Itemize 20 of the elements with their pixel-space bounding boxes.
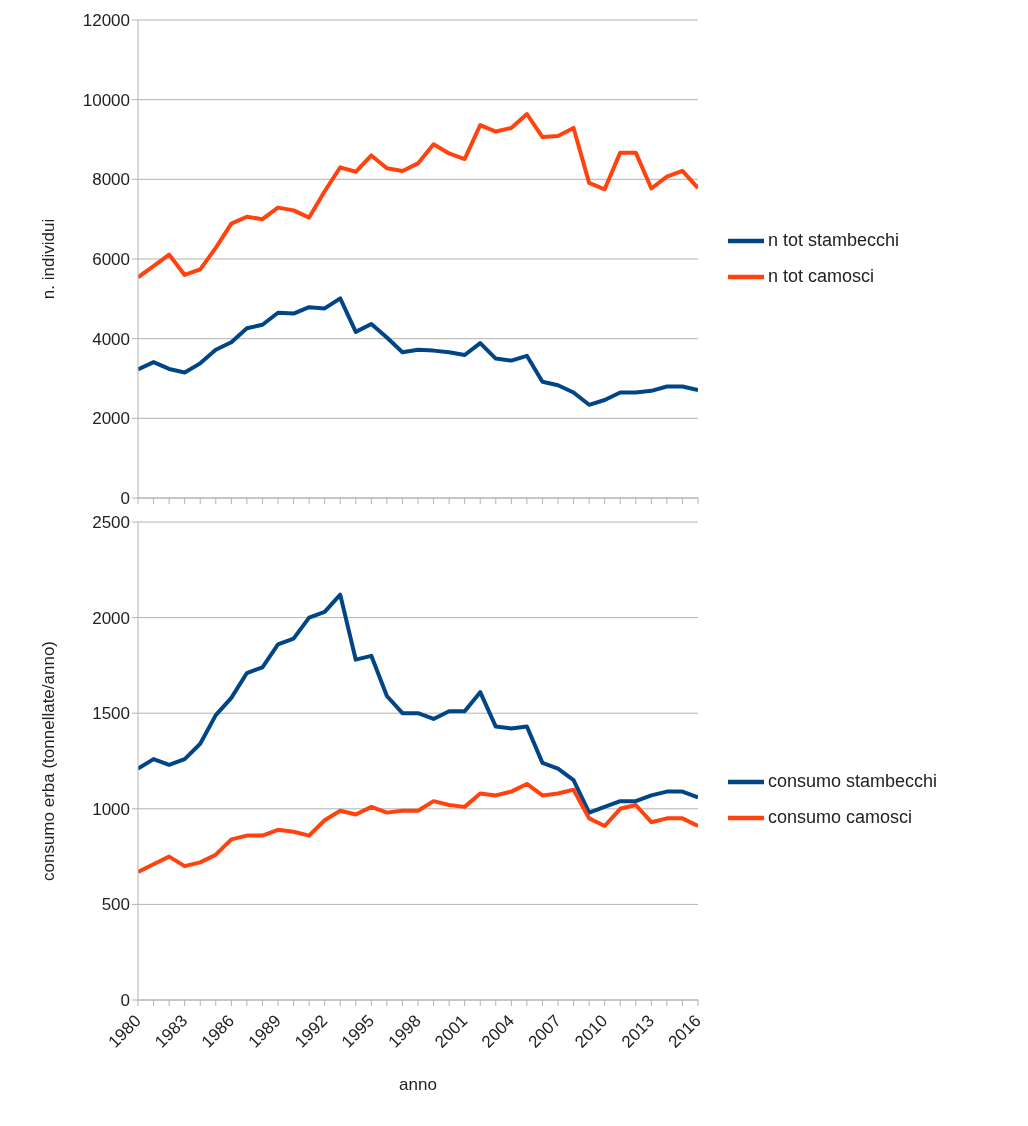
y-tick-label: 12000 bbox=[82, 11, 130, 31]
y-tick-label: 8000 bbox=[92, 170, 130, 190]
x-axis-title: anno bbox=[399, 1075, 437, 1094]
y-axis-title: consumo erba (tonnellate/anno) bbox=[39, 640, 59, 882]
y-tick-label: 4000 bbox=[92, 329, 130, 349]
y-tick-label: 2000 bbox=[92, 608, 130, 628]
y-tick-label: 0 bbox=[120, 489, 130, 509]
y-axis-title: n. individui bbox=[39, 218, 59, 300]
legend-label: consumo stambecchi bbox=[768, 770, 938, 791]
y-tick-label: 500 bbox=[101, 895, 130, 915]
y-tick-label: 0 bbox=[120, 991, 130, 1011]
y-tick-label: 2500 bbox=[92, 513, 130, 533]
y-tick-label: 1500 bbox=[92, 704, 130, 724]
legend-label: n tot stambecchi bbox=[768, 229, 900, 250]
legend-label: consumo camosci bbox=[768, 806, 913, 827]
y-tick-label: 6000 bbox=[92, 250, 130, 270]
y-tick-label: 10000 bbox=[82, 90, 130, 110]
y-tick-label: 1000 bbox=[92, 799, 130, 819]
legend-label: n tot camosci bbox=[768, 265, 875, 286]
y-tick-label: 2000 bbox=[92, 409, 130, 429]
